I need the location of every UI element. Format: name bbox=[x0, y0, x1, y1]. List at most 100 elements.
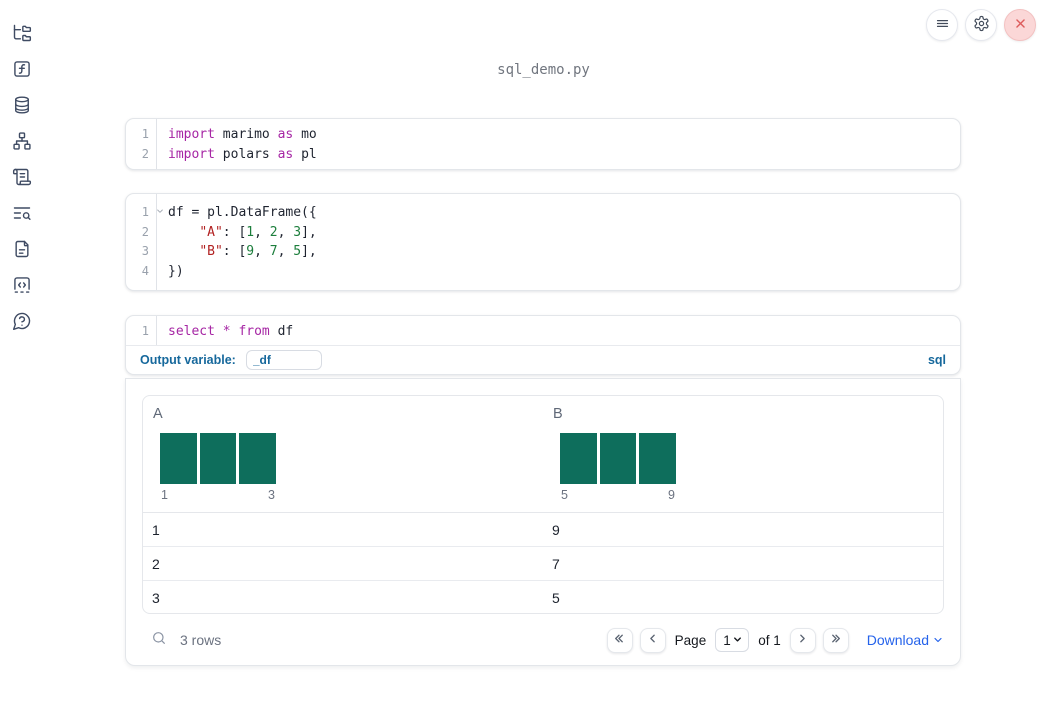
sidebar-item-data-sources[interactable] bbox=[12, 95, 32, 115]
chevrons-left-icon bbox=[613, 632, 626, 648]
code-square-icon bbox=[12, 275, 32, 295]
sidebar-item-logs[interactable] bbox=[12, 203, 32, 223]
code-line: import marimo as mo bbox=[168, 127, 317, 142]
histogram-bar[interactable] bbox=[160, 433, 197, 484]
scroll-text-icon bbox=[12, 167, 32, 187]
download-label: Download bbox=[866, 632, 929, 648]
table-footer: 3 rows Page 1 of 1 bbox=[142, 626, 944, 654]
code-editor[interactable]: import marimo as mo import polars as pl bbox=[156, 119, 960, 169]
table-cell: 1 bbox=[152, 521, 160, 538]
line-number: 1 bbox=[141, 127, 149, 141]
network-icon bbox=[12, 131, 32, 151]
language-badge: sql bbox=[927, 353, 946, 367]
previous-page-button[interactable] bbox=[639, 627, 666, 653]
page-select-value: 1 bbox=[723, 632, 731, 648]
histogram-min-label: 5 bbox=[561, 488, 568, 502]
sidebar-item-snippets[interactable] bbox=[12, 275, 32, 295]
code-cell-imports[interactable]: 1 2 import marimo as mo import polars as pl bbox=[125, 118, 961, 170]
function-square-icon bbox=[12, 59, 32, 79]
message-question-icon bbox=[12, 311, 32, 331]
fold-chevron-icon[interactable] bbox=[156, 207, 164, 215]
settings-button[interactable] bbox=[965, 9, 997, 41]
page-label: Page bbox=[674, 632, 707, 648]
code-cell-dataframe[interactable]: 1 2 3 4 df = pl.DataFrame({ "A": [1, 2, 3], … bbox=[125, 193, 961, 291]
histogram-bar[interactable] bbox=[639, 433, 677, 484]
sql-cell[interactable]: 1 select * from df Output variable: sql bbox=[125, 315, 961, 375]
histogram-max-label: 3 bbox=[268, 488, 275, 502]
code-line: "A": [1, 2, 3], bbox=[199, 224, 317, 240]
sidebar bbox=[0, 0, 44, 713]
histogram-bar[interactable] bbox=[599, 433, 637, 484]
line-number: 4 bbox=[141, 263, 149, 278]
code-editor[interactable]: select * from df bbox=[156, 316, 960, 345]
chevron-down-icon bbox=[732, 633, 743, 648]
code-line: import polars as pl bbox=[168, 146, 317, 162]
histogram-bar[interactable] bbox=[239, 433, 277, 484]
hamburger-menu-icon bbox=[934, 15, 951, 35]
search-icon[interactable] bbox=[151, 630, 167, 651]
chevron-down-icon bbox=[932, 632, 944, 649]
folder-tree-icon bbox=[12, 23, 32, 43]
sidebar-item-file-explorer[interactable] bbox=[12, 23, 32, 43]
line-number: 2 bbox=[141, 146, 149, 161]
line-number: 1 bbox=[141, 324, 149, 338]
next-page-button[interactable] bbox=[789, 627, 816, 653]
output-variable-input[interactable] bbox=[245, 350, 322, 370]
code-line: "B": [9, 7, 5], bbox=[199, 244, 317, 259]
table-cell: 5 bbox=[552, 590, 560, 606]
sidebar-item-documentation[interactable] bbox=[12, 239, 32, 259]
row-count: 3 rows bbox=[180, 632, 222, 648]
code-editor[interactable]: df = pl.DataFrame({ "A": [1, 2, 3], "B":… bbox=[156, 194, 960, 290]
table-cell: 7 bbox=[552, 555, 560, 572]
code-line: }) bbox=[168, 263, 184, 279]
close-x-icon bbox=[1012, 15, 1029, 35]
table-cell: 3 bbox=[152, 590, 160, 606]
sql-cell-footer: Output variable: sql bbox=[126, 345, 960, 374]
line-number: 3 bbox=[141, 244, 149, 258]
notebook-filename[interactable]: sql_demo.py bbox=[497, 62, 590, 78]
sidebar-item-variables[interactable] bbox=[12, 59, 32, 79]
text-search-icon bbox=[12, 203, 32, 223]
code-line: select * from df bbox=[168, 324, 294, 339]
line-number: 1 bbox=[126, 203, 163, 223]
database-icon bbox=[12, 95, 32, 115]
page-select[interactable]: 1 bbox=[715, 628, 750, 652]
chevron-right-icon bbox=[796, 632, 809, 648]
column-label: B bbox=[553, 406, 563, 422]
download-button[interactable]: Download bbox=[867, 632, 944, 649]
topbar-actions bbox=[926, 9, 1036, 41]
code-line: df = pl.DataFrame({ bbox=[168, 205, 317, 220]
histogram-bar[interactable] bbox=[560, 433, 597, 484]
sidebar-item-dependency-graph[interactable] bbox=[12, 131, 32, 151]
page-of-label: of 1 bbox=[758, 632, 781, 648]
table-cell: 9 bbox=[552, 521, 560, 538]
close-button[interactable] bbox=[1004, 9, 1036, 41]
sidebar-item-scratchpad[interactable] bbox=[12, 167, 32, 187]
last-page-button[interactable] bbox=[822, 627, 849, 653]
output-variable-label: Output variable: bbox=[140, 353, 236, 367]
pagination: Page 1 of 1 Download bbox=[606, 627, 944, 653]
menu-button[interactable] bbox=[926, 9, 958, 41]
histogram-bar[interactable] bbox=[199, 433, 237, 484]
chevrons-right-icon bbox=[829, 632, 842, 648]
first-page-button[interactable] bbox=[606, 627, 633, 653]
histogram-min-label: 1 bbox=[161, 488, 168, 502]
sidebar-item-help[interactable] bbox=[12, 311, 32, 331]
gear-icon bbox=[973, 15, 990, 35]
line-number: 2 bbox=[141, 224, 149, 239]
table-cell: 2 bbox=[152, 555, 160, 572]
histogram-max-label: 9 bbox=[668, 488, 675, 502]
